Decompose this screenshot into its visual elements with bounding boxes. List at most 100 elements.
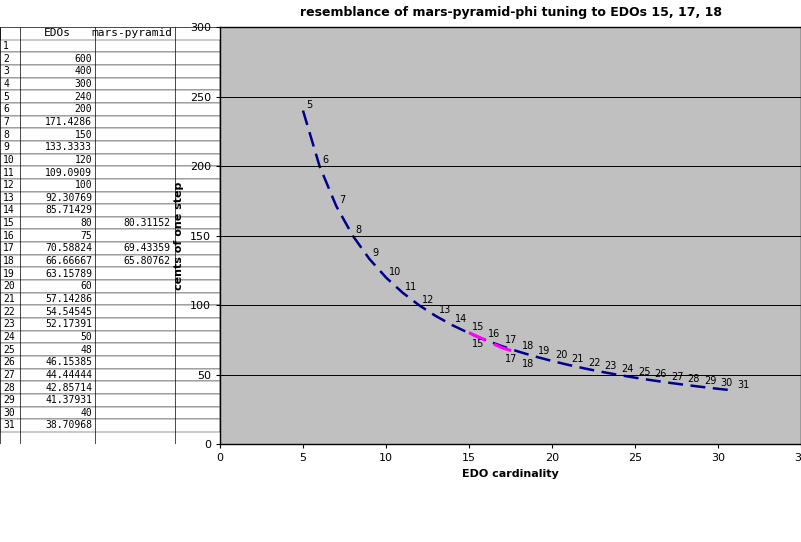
Text: 17: 17 — [505, 335, 517, 345]
Text: 400: 400 — [74, 66, 92, 76]
Bar — [0, 419, 220, 432]
Text: 29: 29 — [704, 376, 717, 386]
Text: 4: 4 — [3, 79, 9, 89]
Text: 600: 600 — [74, 54, 92, 64]
Text: 23: 23 — [3, 319, 14, 330]
Bar — [0, 394, 220, 406]
Text: EDOs: EDOs — [43, 28, 70, 38]
Text: 13: 13 — [3, 193, 14, 203]
Bar — [0, 128, 220, 141]
Text: 19: 19 — [3, 269, 14, 279]
Text: mars-pyramid: mars-pyramid — [91, 28, 172, 38]
Text: 8: 8 — [356, 225, 362, 235]
Bar — [0, 103, 220, 115]
Text: 300: 300 — [74, 79, 92, 89]
Text: 7: 7 — [3, 117, 9, 127]
Text: 92.30769: 92.30769 — [45, 193, 92, 203]
Text: 17: 17 — [505, 354, 517, 364]
Bar — [0, 65, 220, 78]
Text: 23: 23 — [605, 361, 617, 371]
Bar — [0, 267, 220, 280]
Text: 133.3333: 133.3333 — [45, 142, 92, 152]
Bar — [0, 78, 220, 91]
Text: 50: 50 — [80, 332, 92, 342]
Bar — [0, 356, 220, 369]
Text: 18: 18 — [3, 256, 14, 266]
Text: 109.0909: 109.0909 — [45, 167, 92, 178]
Bar — [0, 40, 220, 53]
Text: 25: 25 — [638, 367, 650, 377]
Text: 16: 16 — [3, 231, 14, 241]
Text: 60: 60 — [80, 281, 92, 292]
Text: 22: 22 — [3, 307, 14, 317]
Text: 16: 16 — [489, 330, 501, 339]
Text: 6: 6 — [3, 104, 9, 114]
Text: 69.43359: 69.43359 — [123, 243, 170, 254]
Text: 66.66667: 66.66667 — [45, 256, 92, 266]
Bar — [0, 229, 220, 242]
Text: 200: 200 — [74, 104, 92, 114]
Text: 9: 9 — [372, 248, 378, 258]
Bar — [0, 255, 220, 267]
Text: 31: 31 — [3, 421, 14, 430]
Text: 15: 15 — [3, 218, 14, 228]
Bar — [0, 406, 220, 419]
Text: 14: 14 — [455, 314, 468, 325]
Text: 20: 20 — [3, 281, 14, 292]
Text: 171.4286: 171.4286 — [45, 117, 92, 127]
Text: 12: 12 — [3, 180, 14, 190]
Text: 42.85714: 42.85714 — [45, 383, 92, 392]
Text: 28: 28 — [687, 374, 700, 384]
Text: 26: 26 — [3, 357, 14, 367]
Bar — [0, 179, 220, 191]
Text: 10: 10 — [388, 267, 401, 277]
Text: 1: 1 — [3, 41, 9, 51]
Text: 75: 75 — [80, 231, 92, 241]
Bar — [0, 381, 220, 394]
Text: 63.15789: 63.15789 — [45, 269, 92, 279]
Text: 17: 17 — [3, 243, 14, 254]
Bar — [0, 242, 220, 255]
Bar — [0, 141, 220, 153]
Bar — [0, 217, 220, 229]
Text: 27: 27 — [3, 370, 14, 380]
Text: 27: 27 — [671, 372, 683, 382]
Bar — [0, 153, 220, 166]
Text: 13: 13 — [439, 305, 451, 315]
Text: 38.70968: 38.70968 — [45, 421, 92, 430]
Bar — [0, 115, 220, 128]
Bar — [0, 305, 220, 318]
Bar — [0, 343, 220, 356]
Text: 2: 2 — [3, 54, 9, 64]
Title: resemblance of mars-pyramid-phi tuning to EDOs 15, 17, 18: resemblance of mars-pyramid-phi tuning t… — [300, 6, 722, 19]
Text: 3: 3 — [3, 66, 9, 76]
Bar — [0, 27, 220, 40]
Text: 46.15385: 46.15385 — [45, 357, 92, 367]
Text: 22: 22 — [588, 358, 601, 368]
Text: 11: 11 — [3, 167, 14, 178]
Text: 10: 10 — [3, 155, 14, 165]
Text: 240: 240 — [74, 92, 92, 102]
Text: 14: 14 — [3, 205, 14, 216]
Text: 31: 31 — [738, 380, 750, 390]
Text: 65.80762: 65.80762 — [123, 256, 170, 266]
Text: 150: 150 — [74, 130, 92, 140]
Text: 30: 30 — [721, 378, 733, 388]
Text: 20: 20 — [555, 350, 567, 360]
Text: 18: 18 — [521, 359, 533, 369]
Text: 21: 21 — [3, 294, 14, 304]
Text: 7: 7 — [339, 195, 345, 205]
Text: 80: 80 — [80, 218, 92, 228]
Text: 48: 48 — [80, 345, 92, 354]
Bar — [0, 53, 220, 65]
Bar — [0, 191, 220, 204]
Text: 11: 11 — [405, 282, 417, 292]
Text: 40: 40 — [80, 408, 92, 418]
Text: 24: 24 — [3, 332, 14, 342]
Text: 120: 120 — [74, 155, 92, 165]
Text: 70.58824: 70.58824 — [45, 243, 92, 254]
X-axis label: EDO cardinality: EDO cardinality — [462, 469, 559, 479]
Text: 29: 29 — [3, 395, 14, 405]
Text: 57.14286: 57.14286 — [45, 294, 92, 304]
Text: 28: 28 — [3, 383, 14, 392]
